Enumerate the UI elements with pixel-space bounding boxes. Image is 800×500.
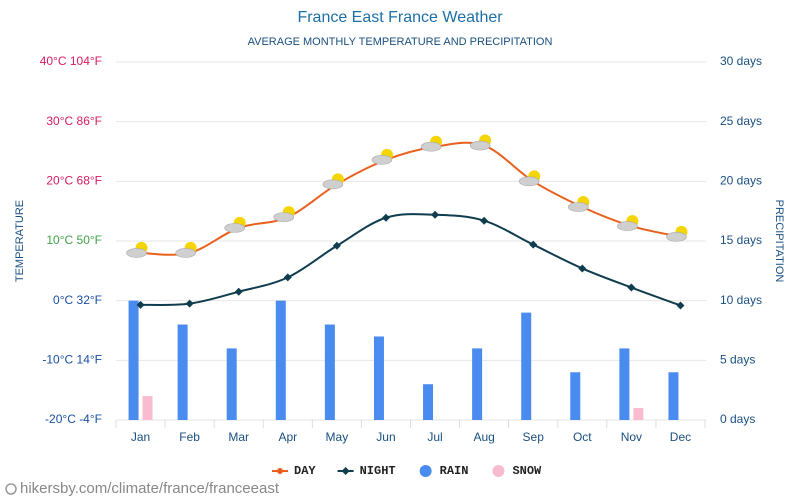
x-tick-label: Jun (376, 430, 395, 444)
legend-label: RAIN (440, 464, 469, 478)
y-tick-label: 0°C 32°F (53, 293, 102, 307)
weather-icon (567, 195, 590, 212)
cloud (175, 248, 196, 258)
bar (472, 348, 483, 420)
legend-label: DAY (294, 464, 316, 478)
y2-tick-label: 20 days (720, 174, 762, 188)
bar (373, 336, 384, 420)
cloud (273, 212, 295, 222)
bar (570, 372, 581, 420)
x-tick-label: Apr (278, 430, 297, 444)
x-tick-label: Feb (179, 430, 200, 444)
weather-icon (420, 135, 443, 152)
point (529, 240, 538, 249)
weather-icon (617, 215, 639, 231)
x-tick-label: Sep (523, 430, 545, 444)
source-text: hikersby.com/climate/france/franceeast (20, 480, 280, 497)
bar (128, 300, 139, 420)
point (381, 213, 390, 222)
weather-icon (322, 173, 344, 190)
source: hikersby.com/climate/france/franceeast (5, 480, 280, 497)
chart-subtitle: AVERAGE MONTHLY TEMPERATURE AND PRECIPIT… (248, 36, 553, 48)
point (185, 299, 194, 308)
point (234, 287, 243, 296)
weather-icon (126, 241, 148, 258)
bar (275, 300, 286, 420)
cloud (126, 248, 147, 258)
point (283, 273, 292, 282)
pin-icon (5, 483, 17, 495)
line (140, 213, 681, 307)
y2-tick-label: 30 days (720, 54, 762, 68)
y-tick-label: 40°C 104°F (40, 54, 102, 68)
x-tick-label: Jan (131, 430, 150, 444)
weather-icon (371, 148, 393, 165)
y-tick-label: 20°C 68°F (46, 174, 102, 188)
legend-marker (341, 467, 350, 475)
point (332, 241, 341, 250)
bar (324, 324, 335, 420)
y-tick-label: -10°C 14°F (42, 353, 102, 367)
bar (521, 312, 532, 420)
y2-tick-label: 10 days (720, 293, 762, 307)
cloud (666, 232, 687, 242)
point (480, 216, 489, 225)
weather-icon (666, 225, 688, 242)
legend-marker (492, 465, 505, 477)
y2-axis-label: PRECIPITATION (773, 200, 785, 283)
cloud (567, 202, 589, 212)
x-tick-label: Jul (427, 430, 442, 444)
bar (619, 348, 630, 420)
x-tick-label: May (326, 430, 349, 444)
y2-tick-label: 5 days (720, 353, 755, 367)
bar (226, 348, 237, 420)
bar (668, 372, 679, 420)
point (431, 210, 440, 219)
x-tick-label: Oct (573, 430, 592, 444)
x-tick-label: Nov (621, 430, 642, 444)
point (578, 264, 587, 273)
weather-icon (175, 241, 197, 258)
legend-label: NIGHT (360, 464, 396, 478)
bar (177, 324, 188, 420)
bar (142, 396, 153, 420)
line (140, 141, 681, 256)
x-tick-label: Dec (670, 430, 691, 444)
y2-tick-label: 25 days (720, 114, 762, 128)
cloud (224, 223, 246, 233)
weather-icon (273, 206, 295, 222)
y2-tick-label: 0 days (720, 412, 755, 426)
cloud (469, 140, 491, 151)
weather-icon (469, 134, 492, 151)
legend-marker (277, 468, 283, 474)
legend-label: SNOW (512, 464, 542, 478)
y2-tick-label: 15 days (720, 233, 762, 247)
point (676, 301, 685, 310)
point (627, 283, 636, 292)
y-tick-label: 30°C 86°F (46, 114, 102, 128)
y-axis-label: TEMPERATURE (14, 200, 26, 282)
weather-icon (518, 170, 541, 187)
legend-marker (419, 465, 432, 477)
x-tick-label: Mar (228, 430, 249, 444)
bar (423, 384, 434, 420)
cloud (371, 155, 393, 165)
y-tick-label: -20°C -4°F (45, 412, 102, 426)
y-tick-label: 10°C 50°F (46, 233, 102, 247)
bar (633, 408, 644, 420)
cloud (322, 179, 344, 190)
cloud (420, 141, 442, 152)
point (136, 300, 145, 309)
x-tick-label: Aug (473, 430, 494, 444)
cloud (518, 176, 540, 187)
chart-title: France East France Weather (297, 9, 503, 26)
cloud (617, 221, 638, 231)
weather-icon (224, 216, 246, 233)
